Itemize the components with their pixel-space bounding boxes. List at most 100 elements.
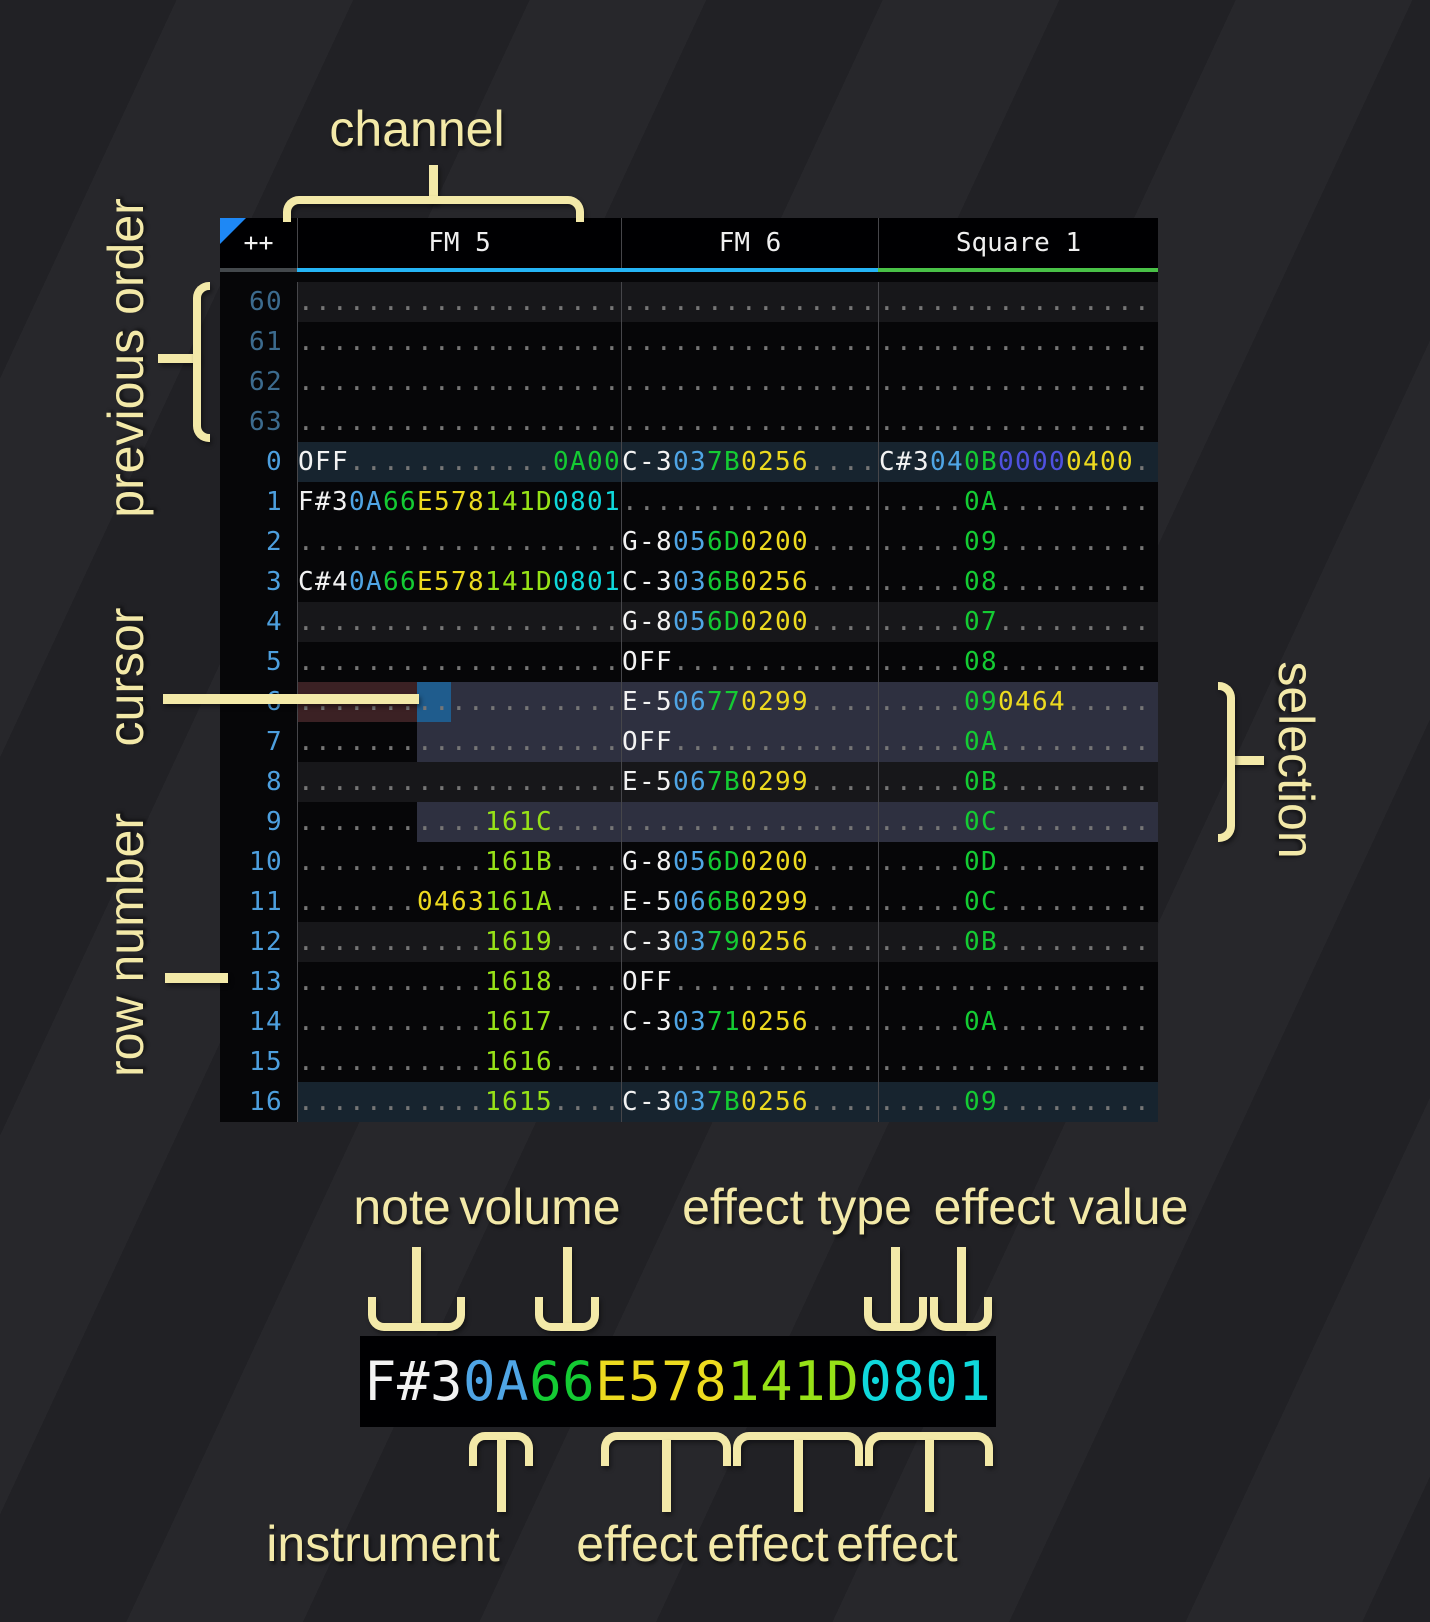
pattern-cell[interactable]: F#30A66E578141D0801 xyxy=(297,482,621,522)
row-number[interactable]: 61 xyxy=(248,327,283,357)
pattern-cell[interactable]: OFF............ xyxy=(621,962,878,1002)
row-number[interactable]: 11 xyxy=(248,887,283,917)
row-number[interactable]: 5 xyxy=(265,647,283,677)
row-number[interactable]: 15 xyxy=(248,1047,283,1077)
pattern-cell[interactable]: C-3036B0256.... xyxy=(621,562,878,602)
pattern-cell[interactable]: E-506770299.... xyxy=(621,682,878,722)
pattern-cell[interactable]: OFF............ xyxy=(621,642,878,682)
pattern-cell[interactable]: ................... xyxy=(297,322,621,362)
pattern-cell[interactable]: ............... xyxy=(621,1042,878,1082)
pattern-cell[interactable]: ............... xyxy=(621,802,878,842)
row-number[interactable]: 63 xyxy=(248,407,283,437)
pattern-cell[interactable]: ................... xyxy=(297,522,621,562)
pattern-cell[interactable]: .....0A......... xyxy=(878,1002,1158,1042)
pattern-cell[interactable]: C-303710256.... xyxy=(621,1002,878,1042)
row-number[interactable]: 8 xyxy=(265,767,283,797)
pattern-cell[interactable]: .....0B......... xyxy=(878,762,1158,802)
channel-header-square1[interactable]: Square 1 xyxy=(878,218,1158,268)
pattern-cell[interactable]: .....0C......... xyxy=(878,882,1158,922)
pattern-cell[interactable]: C-303790256.... xyxy=(621,922,878,962)
pattern-cell[interactable]: ................... xyxy=(297,642,621,682)
pattern-rows: 60......................................… xyxy=(220,272,1158,1122)
cell-empty: ... xyxy=(879,847,931,877)
pattern-cell[interactable]: .....0C......... xyxy=(878,802,1158,842)
row-number[interactable]: 62 xyxy=(248,367,283,397)
pattern-cell[interactable]: .......0463161A.... xyxy=(297,882,621,922)
pattern-cell[interactable]: OFF............ xyxy=(621,722,878,762)
pattern-cell[interactable]: ................... xyxy=(297,762,621,802)
pattern-cell[interactable]: E-5066B0299.... xyxy=(621,882,878,922)
pattern-cell[interactable]: ...........161C.... xyxy=(297,802,621,842)
pattern-cell[interactable]: .....07......... xyxy=(878,602,1158,642)
row-number[interactable]: 3 xyxy=(265,567,283,597)
row-number[interactable]: 1 xyxy=(265,487,283,517)
pattern-cell[interactable]: ................ xyxy=(878,962,1158,1002)
pattern-cell[interactable]: OFF............0A00 xyxy=(297,442,621,482)
pattern-cell[interactable]: ............... xyxy=(621,362,878,402)
cell-empty: .. xyxy=(707,967,742,997)
pattern-cell[interactable]: .....0B......... xyxy=(878,922,1158,962)
pattern-cell[interactable]: E-5067B0299.... xyxy=(621,762,878,802)
pattern-cell[interactable]: ................ xyxy=(878,282,1158,322)
pattern-cell[interactable]: G-8056D0200.... xyxy=(621,842,878,882)
row-number[interactable]: 4 xyxy=(265,607,283,637)
row-number[interactable]: 12 xyxy=(248,927,283,957)
note-bracket-stem xyxy=(412,1247,421,1327)
pattern-cell[interactable]: ................... xyxy=(297,282,621,322)
channel-header-fm6[interactable]: FM 6 xyxy=(621,218,878,268)
row-number[interactable]: 9 xyxy=(265,807,283,837)
pattern-cell[interactable]: G-8056D0200.... xyxy=(621,522,878,562)
pattern-cell[interactable]: .....0A......... xyxy=(878,482,1158,522)
pattern-cell[interactable]: ............... xyxy=(621,282,878,322)
pattern-cell[interactable]: ............... xyxy=(621,482,878,522)
cell-value: E-5 xyxy=(622,687,674,717)
cell-value: 141D xyxy=(485,567,554,597)
pattern-cell[interactable]: C-3037B0256.... xyxy=(621,442,878,482)
pattern-cell[interactable]: ...........161B.... xyxy=(297,842,621,882)
pattern-cursor[interactable] xyxy=(417,682,451,722)
row-number[interactable]: 2 xyxy=(265,527,283,557)
pattern-cell[interactable]: ............... xyxy=(621,322,878,362)
pattern-cell[interactable]: ...........1615.... xyxy=(297,1082,621,1122)
pattern-cell[interactable]: .....0D......... xyxy=(878,842,1158,882)
pattern-cell[interactable]: ...........1616.... xyxy=(297,1042,621,1082)
cell-empty: .. xyxy=(930,847,965,877)
pattern-cell[interactable]: ................... xyxy=(297,722,621,762)
pattern-cell[interactable]: ................ xyxy=(878,402,1158,442)
pattern-cell[interactable]: ...........1617.... xyxy=(297,1002,621,1042)
pattern-cell[interactable]: G-8056D0200.... xyxy=(621,602,878,642)
cell-empty: .. xyxy=(930,967,965,997)
cell-empty: . xyxy=(1134,607,1152,637)
cell-empty: .... xyxy=(809,847,878,877)
pattern-cell[interactable]: .....0A......... xyxy=(878,722,1158,762)
pattern-cell[interactable]: C#40A66E578141D0801 xyxy=(297,562,621,602)
row-number[interactable]: 16 xyxy=(248,1087,283,1117)
pattern-cell[interactable]: C-3037B0256.... xyxy=(621,1082,878,1122)
pattern-cell[interactable]: .....09......... xyxy=(878,1082,1158,1122)
pattern-cell[interactable]: C#3040B00000400. xyxy=(878,442,1158,482)
pattern-cell[interactable]: .....09......... xyxy=(878,522,1158,562)
row-number[interactable]: 7 xyxy=(265,727,283,757)
row-number[interactable]: 0 xyxy=(265,447,283,477)
pattern-cell[interactable]: ................ xyxy=(878,1042,1158,1082)
pattern-cell[interactable]: ...........1618.... xyxy=(297,962,621,1002)
channel-header-fm5[interactable]: FM 5 xyxy=(297,218,621,268)
cell-value: G-8 xyxy=(622,607,674,637)
pattern-cell[interactable]: ................... xyxy=(297,602,621,642)
order-corner-cell[interactable]: ++ xyxy=(220,218,297,268)
row-number[interactable]: 14 xyxy=(248,1007,283,1037)
pattern-cell[interactable]: .....08......... xyxy=(878,562,1158,602)
row-number[interactable]: 13 xyxy=(248,967,283,997)
pattern-cell[interactable]: ................... xyxy=(297,362,621,402)
row-number[interactable]: 60 xyxy=(248,287,283,317)
pattern-cell[interactable]: ................... xyxy=(297,402,621,442)
pattern-cell[interactable]: ................ xyxy=(878,362,1158,402)
pattern-cell[interactable]: ............... xyxy=(621,402,878,442)
pattern-cell[interactable]: ...........1619.... xyxy=(297,922,621,962)
row-number[interactable]: 10 xyxy=(248,847,283,877)
pattern-cell[interactable]: .....08......... xyxy=(878,642,1158,682)
pattern-cell[interactable]: ................ xyxy=(878,322,1158,362)
cell-empty: .... xyxy=(553,287,622,317)
pattern-cell[interactable]: .....090464..... xyxy=(878,682,1158,722)
cell-empty: ... xyxy=(879,887,931,917)
